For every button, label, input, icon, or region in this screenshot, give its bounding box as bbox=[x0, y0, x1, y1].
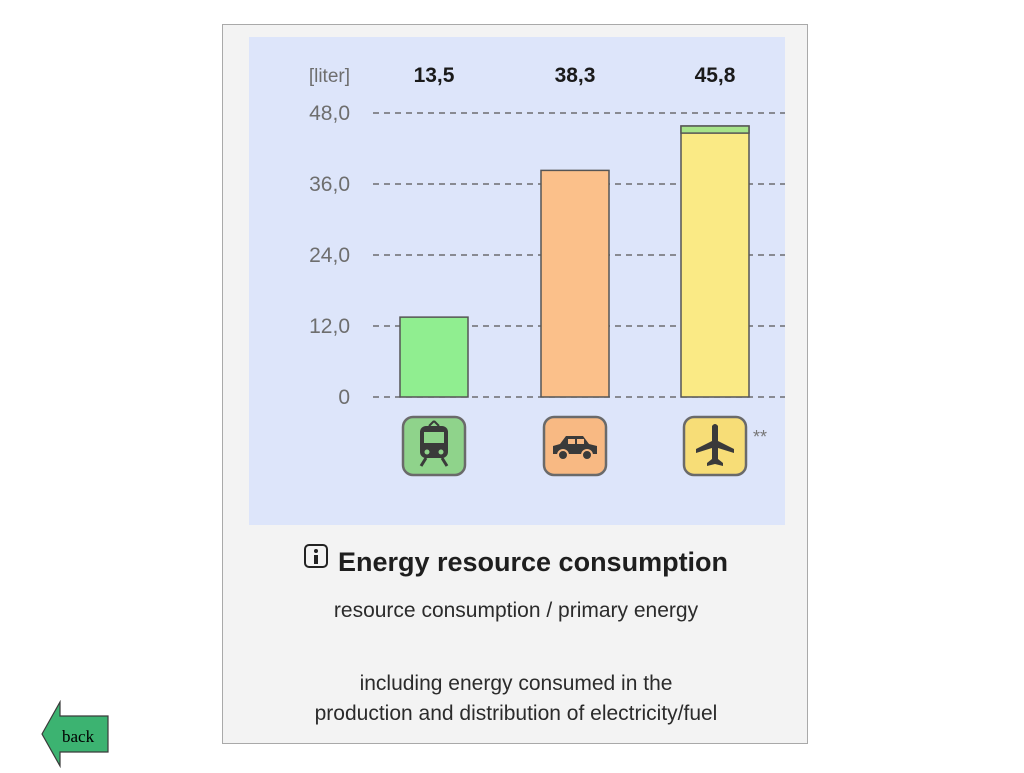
back-arrow-icon bbox=[41, 699, 109, 769]
caption-title: Energy resource consumption bbox=[223, 543, 809, 578]
y-unit-label: [liter] bbox=[309, 66, 350, 87]
bar-airplane-top-segment bbox=[680, 125, 750, 134]
bar-airplane bbox=[680, 125, 750, 398]
chart-card: 0 12,0 24,0 36,0 48,0 [liter] 13,5 38,3 45,8 ** bbox=[222, 24, 808, 744]
airplane-icon bbox=[682, 415, 748, 477]
y-tick-label: 36,0 bbox=[309, 173, 350, 196]
bar-chart: 0 12,0 24,0 36,0 48,0 [liter] 13,5 38,3 45,8 ** bbox=[249, 37, 785, 525]
y-tick-label: 24,0 bbox=[309, 244, 350, 267]
bar-value-label: 45,8 bbox=[695, 64, 736, 87]
y-tick-label: 0 bbox=[338, 386, 350, 409]
back-label: back bbox=[62, 727, 95, 746]
caption-subtitle: resource consumption / primary energy bbox=[333, 599, 699, 622]
train-icon bbox=[401, 415, 467, 477]
bar-car bbox=[540, 169, 610, 398]
caption-title-text: Energy resource consumption bbox=[337, 547, 729, 577]
car-icon bbox=[542, 415, 608, 477]
bar-value-label: 13,5 bbox=[414, 64, 455, 87]
bar-value-label: 38,3 bbox=[555, 64, 596, 87]
caption-note-line-1: including energy consumed in the bbox=[359, 672, 673, 695]
caption-note: including energy consumed in the product… bbox=[223, 669, 809, 729]
caption-note-line-2: production and distribution of electrici… bbox=[314, 702, 718, 725]
y-tick-label: 12,0 bbox=[309, 315, 350, 338]
info-icon[interactable] bbox=[303, 543, 328, 568]
back-button[interactable]: back bbox=[40, 699, 112, 769]
bar-train bbox=[399, 316, 469, 398]
footnote-marker: ** bbox=[753, 427, 767, 447]
y-tick-label: 48,0 bbox=[309, 102, 350, 125]
